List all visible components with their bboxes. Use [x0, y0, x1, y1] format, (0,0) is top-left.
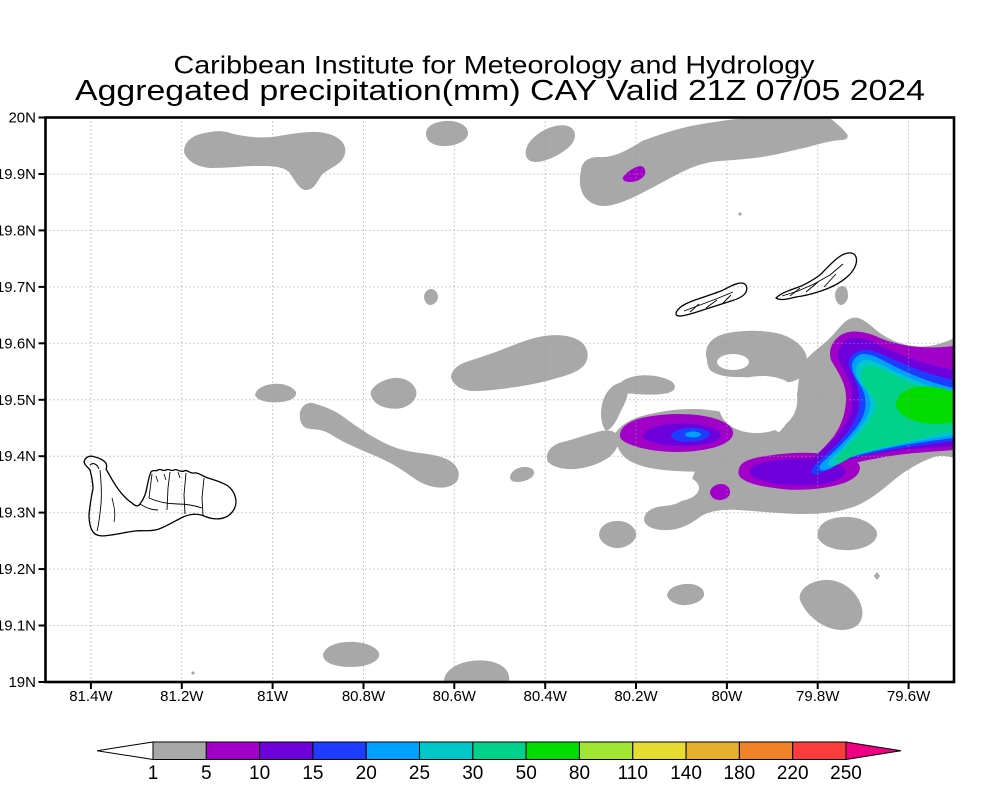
svg-text:30: 30 — [462, 763, 483, 784]
svg-text:19.4N: 19.4N — [0, 448, 36, 465]
svg-text:19.7N: 19.7N — [0, 279, 36, 296]
svg-text:20: 20 — [356, 763, 377, 784]
svg-text:5: 5 — [201, 763, 212, 784]
svg-text:1: 1 — [148, 763, 159, 784]
svg-text:80: 80 — [569, 763, 590, 784]
svg-text:19.1N: 19.1N — [0, 618, 36, 635]
svg-text:220: 220 — [777, 763, 809, 784]
svg-text:25: 25 — [409, 763, 430, 784]
svg-text:19.6N: 19.6N — [0, 335, 36, 352]
svg-text:80.6W: 80.6W — [433, 688, 477, 705]
svg-text:180: 180 — [724, 763, 756, 784]
svg-text:19.3N: 19.3N — [0, 505, 36, 522]
svg-text:80.2W: 80.2W — [614, 688, 658, 705]
svg-text:20N: 20N — [8, 110, 36, 127]
svg-text:140: 140 — [670, 763, 702, 784]
svg-text:80.8W: 80.8W — [342, 688, 386, 705]
svg-text:81.4W: 81.4W — [69, 688, 113, 705]
svg-text:10: 10 — [249, 763, 270, 784]
svg-text:19.2N: 19.2N — [0, 561, 36, 578]
svg-text:50: 50 — [516, 763, 537, 784]
svg-text:250: 250 — [830, 763, 862, 784]
svg-text:80.4W: 80.4W — [524, 688, 568, 705]
svg-text:81W: 81W — [257, 688, 289, 705]
svg-text:81.2W: 81.2W — [160, 688, 204, 705]
svg-text:19.5N: 19.5N — [0, 392, 36, 409]
svg-text:19.8N: 19.8N — [0, 222, 36, 239]
svg-text:80W: 80W — [711, 688, 743, 705]
svg-text:Aggregated precipitation(mm) C: Aggregated precipitation(mm) CAY Valid 2… — [75, 75, 925, 107]
svg-text:110: 110 — [618, 763, 648, 784]
svg-text:15: 15 — [302, 763, 323, 784]
svg-text:79.8W: 79.8W — [796, 688, 840, 705]
svg-text:19.9N: 19.9N — [0, 166, 36, 183]
svg-text:19N: 19N — [8, 674, 36, 691]
svg-text:79.6W: 79.6W — [887, 688, 931, 705]
svg-text:Caribbean Institute for Meteor: Caribbean Institute for Meteorology and … — [174, 52, 816, 80]
